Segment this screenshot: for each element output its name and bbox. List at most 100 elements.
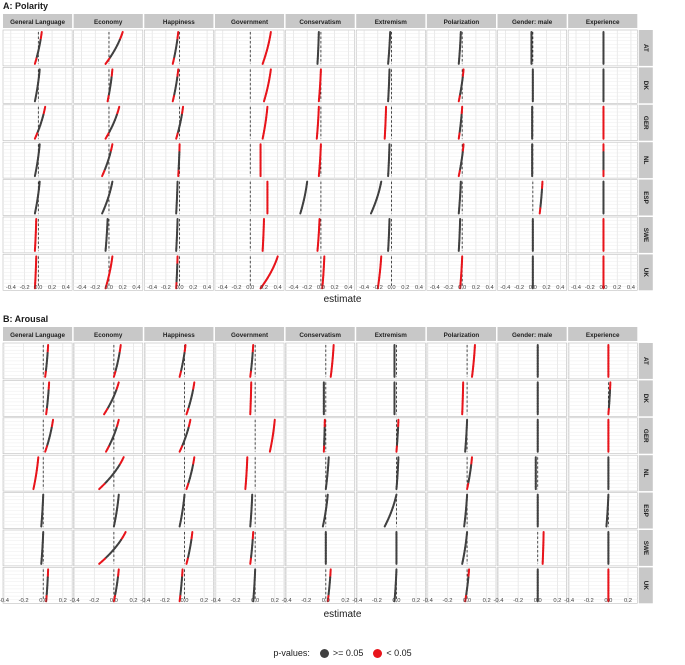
x-tick-label: 0.0: [529, 285, 537, 291]
row-strip: [638, 104, 653, 141]
x-tick-label: -0.4: [77, 285, 88, 291]
facet-cell: [355, 567, 426, 604]
column-label: General Language: [10, 19, 65, 26]
x-tick-label: -0.4: [218, 285, 229, 291]
facet-cell: [285, 417, 356, 454]
facet-cell: [2, 567, 73, 604]
facet-cell: [214, 529, 285, 567]
column-strip: [214, 327, 285, 341]
facet-cell: [285, 342, 356, 380]
column-strip: [568, 14, 638, 28]
x-tick-label: -0.4: [211, 598, 222, 604]
x-tick-label: -0.2: [584, 598, 594, 604]
x-tick-label: -0.4: [571, 285, 582, 291]
facet-cell: [2, 342, 73, 380]
x-tick-label: 0.2: [271, 598, 279, 604]
column-label: Government: [231, 332, 269, 339]
facet-cell: [426, 567, 497, 604]
estimate-segment: [178, 448, 182, 453]
facet-cell: [426, 492, 497, 529]
facet-cell: [355, 179, 426, 216]
estimate-segment: [171, 97, 175, 103]
estimate-segment: [185, 410, 189, 416]
facet-cell: [214, 567, 285, 604]
facet-cell: [567, 141, 638, 179]
facet-cell: [285, 380, 356, 417]
estimate-segment: [185, 560, 189, 565]
x-tick-label: -0.2: [373, 285, 383, 291]
column-strip: [144, 14, 214, 28]
facet-cell: [73, 492, 144, 529]
row-label: ESP: [642, 504, 649, 517]
estimate-segment: [101, 209, 105, 215]
estimate-segment: [369, 209, 374, 215]
facet-cell: [497, 380, 567, 417]
facet-cell: [567, 567, 638, 604]
facet-cell: [214, 141, 285, 179]
facet-cell: [214, 104, 285, 142]
facet-cell: [143, 492, 214, 529]
estimate-segment: [33, 172, 37, 178]
row-strip: [638, 567, 653, 604]
facet-cell: [143, 567, 214, 604]
x-tick-label: -0.2: [90, 285, 100, 291]
x-tick-label: 0.2: [472, 285, 480, 291]
facet-cell: [567, 29, 638, 67]
x-tick-label: 0.4: [203, 285, 212, 291]
facet-cell: [143, 380, 214, 417]
facet-cell: [426, 254, 497, 291]
facet-cell: [285, 141, 356, 179]
column-strip: [144, 327, 214, 341]
facet-cell: [2, 454, 73, 492]
facet-cell: [73, 417, 144, 454]
column-label: General Language: [10, 332, 65, 339]
x-tick-label: 0.2: [129, 598, 137, 604]
row-label: UK: [642, 581, 649, 591]
x-tick-label: 0.4: [344, 285, 353, 291]
facet-cell: [214, 179, 285, 216]
facet-cell: [285, 179, 356, 216]
facet-cell: [426, 67, 497, 104]
facet-cell: [214, 342, 285, 380]
facet-cell: [2, 529, 73, 567]
x-tick-label: -0.4: [423, 598, 434, 604]
facet-panel-a: General Language Economy Happiness Governme…: [2, 14, 653, 291]
facet-cell: [426, 529, 497, 567]
estimate-segment: [259, 284, 264, 290]
column-strip: [3, 14, 73, 28]
facet-cell: [73, 529, 144, 567]
facet-cell: [73, 179, 144, 216]
x-tick-label: 0.2: [613, 285, 621, 291]
facet-cell: [143, 454, 214, 492]
estimate-segment: [171, 60, 175, 65]
facet-cell: [567, 104, 638, 142]
facet-cell: [355, 67, 426, 104]
facet-cell: [285, 67, 356, 104]
row-label: NL: [642, 156, 649, 165]
column-label: Happiness: [163, 332, 195, 339]
column-label: Experience: [586, 332, 620, 339]
facet-cell: [567, 492, 638, 529]
x-tick-label: 0.2: [260, 285, 268, 291]
x-tick-label: 0.4: [62, 285, 71, 291]
estimate-segment: [104, 60, 109, 65]
column-strip: [497, 14, 567, 28]
x-tick-label: 0.0: [251, 598, 259, 604]
facet-cell: [497, 254, 567, 291]
x-tick-label: 0.0: [176, 285, 184, 291]
facet-cell: [73, 216, 144, 254]
estimate-segment: [185, 485, 189, 491]
facet-cell: [426, 179, 497, 216]
x-tick-label: -0.4: [494, 598, 505, 604]
column-strip: [285, 327, 355, 341]
estimate-segment: [262, 97, 266, 103]
facet-cell: [73, 141, 144, 179]
facet-cell: [2, 179, 73, 216]
facet-cell: [285, 492, 356, 529]
column-label: Polarization: [444, 332, 480, 339]
x-tick-label: 0.0: [322, 598, 330, 604]
facet-cell: [355, 342, 426, 380]
facet-cell: [143, 179, 214, 216]
facet-cell: [567, 216, 638, 254]
x-tick-label: 0.2: [341, 598, 349, 604]
